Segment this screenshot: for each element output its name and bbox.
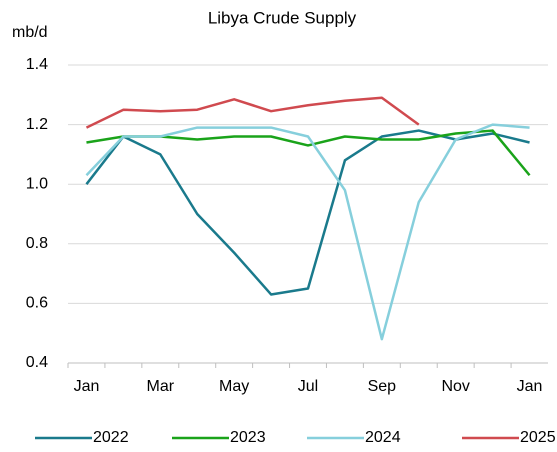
series-line: [85, 129, 530, 296]
legend-label: 2025: [520, 429, 556, 446]
x-tick-label: Sep: [368, 378, 397, 395]
chart-title: Libya Crude Supply: [208, 8, 357, 27]
x-tick-label: Nov: [441, 378, 469, 395]
x-tick-label: Jan: [517, 378, 543, 395]
y-tick-label: 0.4: [26, 354, 48, 371]
x-tick-label: May: [219, 378, 249, 395]
legend-label: 2022: [93, 429, 129, 446]
legend-label: 2024: [365, 429, 401, 446]
y-tick-label: 1.2: [26, 116, 48, 133]
legend-label: 2023: [230, 429, 266, 446]
x-tick-label: Jan: [74, 378, 100, 395]
y-axis-label: mb/d: [12, 24, 48, 41]
y-tick-label: 1.4: [26, 56, 48, 73]
series-line: [85, 96, 420, 129]
y-tick-label: 0.8: [26, 235, 48, 252]
x-tick-label: Mar: [147, 378, 175, 395]
series-line: [85, 123, 530, 341]
x-tick-label: Jul: [298, 378, 318, 395]
y-tick-label: 0.6: [26, 295, 48, 312]
y-tick-label: 1.0: [26, 175, 48, 192]
